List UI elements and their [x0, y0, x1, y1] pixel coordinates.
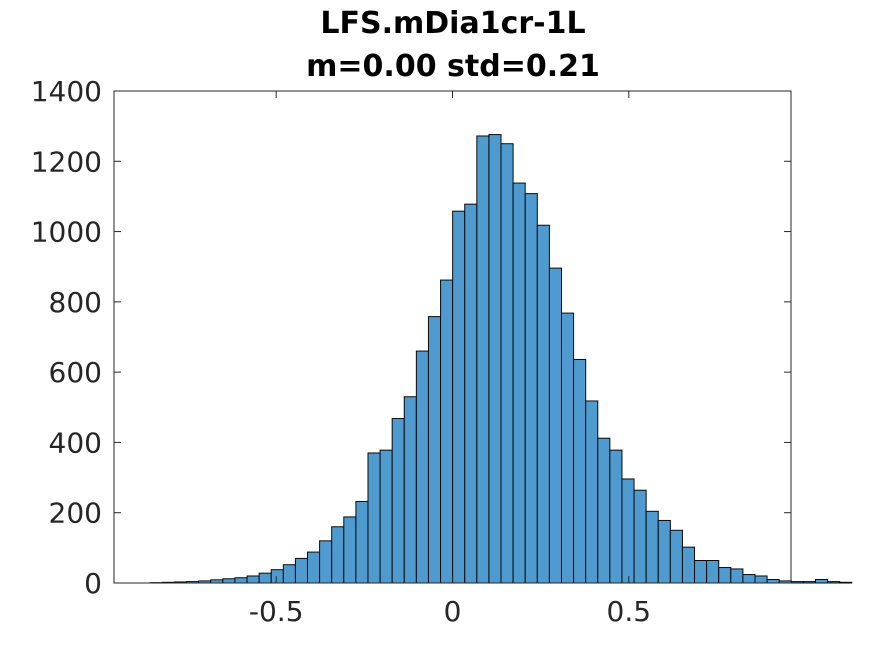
histogram-bar [258, 572, 272, 584]
y-tick-label: 0 [84, 567, 102, 600]
histogram-bar [379, 449, 393, 584]
histogram-bar [500, 143, 514, 584]
histogram-bar [403, 396, 417, 584]
histogram-bar [307, 551, 321, 584]
histogram-bar [560, 312, 575, 584]
histogram-bar [476, 135, 490, 584]
bars-group [149, 134, 853, 584]
y-tick-label: 200 [49, 497, 102, 530]
histogram-bar [839, 581, 853, 584]
histogram-bar [718, 567, 732, 584]
histogram-bar [754, 575, 768, 584]
histogram-bar [415, 350, 429, 584]
histogram-bar [621, 478, 635, 584]
chart-title-line-1: LFS.mDia1cr-1L [320, 6, 585, 41]
histogram-bar [681, 546, 696, 584]
y-tick-label: 1200 [31, 145, 102, 178]
histogram-bar [597, 437, 611, 584]
histogram-bar [427, 316, 442, 584]
histogram-bar [633, 489, 647, 584]
histogram-bar [343, 516, 357, 584]
chart-title-line-2: m=0.00 std=0.21 [306, 49, 600, 84]
histogram-bar [669, 529, 683, 584]
histogram-bar [331, 526, 345, 584]
histogram-bar [694, 560, 708, 584]
histogram-bar [573, 358, 587, 584]
histogram-bar [391, 418, 405, 584]
y-tick-label: 1000 [31, 216, 102, 249]
histogram-bar [355, 500, 369, 584]
histogram-bar [609, 449, 623, 584]
histogram-bar [790, 581, 804, 584]
y-tick-label: 800 [49, 286, 102, 319]
histogram-bar [802, 581, 816, 584]
histogram-bar [367, 452, 381, 584]
x-tick-label: 0 [444, 595, 462, 628]
histogram-bar [524, 193, 538, 584]
histogram-bar [464, 203, 478, 584]
y-tick-label: 1400 [31, 75, 102, 108]
histogram-bar [730, 568, 744, 584]
histogram-bar [234, 577, 248, 584]
histogram-bar [294, 557, 309, 584]
histogram-bar [488, 134, 502, 584]
histogram-bar [319, 540, 333, 584]
histogram-bar [536, 224, 550, 584]
x-tick-label: -0.5 [249, 595, 304, 628]
histogram-bar [742, 574, 756, 584]
histogram-bar [512, 182, 526, 584]
histogram-bar [814, 578, 829, 584]
histogram-bar [246, 575, 260, 584]
histogram-bar [452, 210, 466, 584]
ticks-group: -0.5 0 0.5 0 200 400 600 800 1000 1200 1400 [31, 75, 791, 628]
histogram-bar [645, 510, 659, 584]
x-tick-label: 0.5 [607, 595, 652, 628]
histogram-bar [282, 564, 296, 584]
y-tick-label: 600 [49, 356, 102, 389]
histogram-bar [827, 581, 841, 584]
histogram-bar [657, 519, 671, 584]
plot-area-frame [113, 90, 792, 584]
histogram-bar [440, 279, 454, 584]
histogram-bar [222, 578, 236, 584]
histogram-bar [548, 267, 562, 584]
histogram-bar [706, 560, 720, 584]
histogram-bar [585, 400, 599, 584]
y-tick-label: 400 [49, 426, 102, 459]
histogram-bar [766, 578, 780, 584]
histogram-bar [270, 569, 284, 584]
